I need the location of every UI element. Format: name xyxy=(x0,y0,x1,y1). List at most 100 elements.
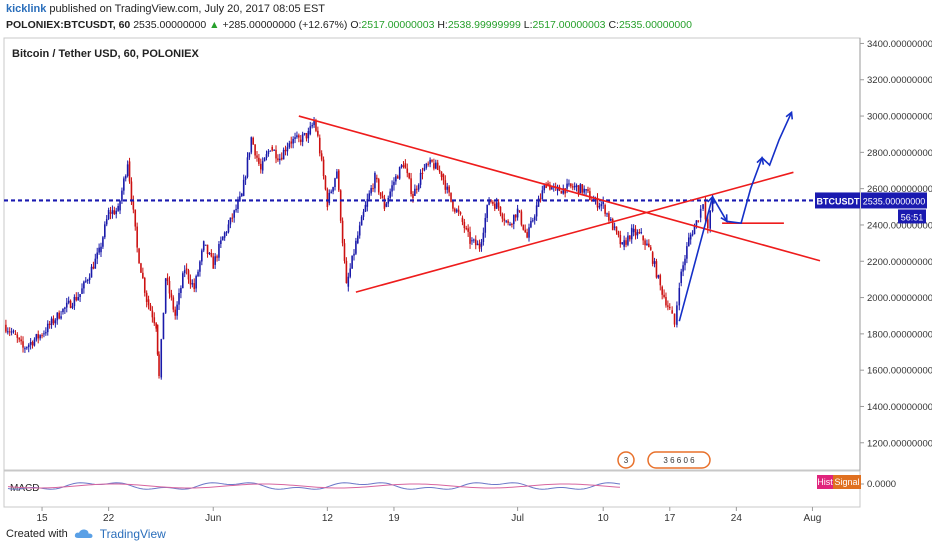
hist-badge xyxy=(817,475,833,489)
high-label: H: xyxy=(437,19,448,31)
candle-body xyxy=(501,214,504,219)
candle-body xyxy=(646,243,648,246)
footer: Created with TradingView xyxy=(6,527,166,541)
candle-body xyxy=(330,191,332,193)
author-link[interactable]: kicklink xyxy=(6,3,47,15)
candle-body xyxy=(341,220,344,244)
candle-body xyxy=(182,273,184,289)
candle-body xyxy=(71,306,74,308)
candle-body xyxy=(663,294,665,298)
candle-body xyxy=(267,151,270,155)
created-with-label: Created with xyxy=(6,528,68,540)
candle-body xyxy=(602,201,604,205)
y-tick-label: 1400.00000000 xyxy=(867,402,932,413)
tradingview-brand-link[interactable]: TradingView xyxy=(99,527,166,541)
tradingview-cloud-icon xyxy=(74,529,93,538)
candle-body xyxy=(20,339,22,342)
candle-body xyxy=(571,186,574,188)
candle-body xyxy=(39,335,41,339)
candle-body xyxy=(398,167,401,179)
candle-body xyxy=(75,296,78,301)
event-marker-group xyxy=(647,451,711,469)
candle-body xyxy=(145,292,148,302)
candle-body xyxy=(695,220,698,227)
candle-body xyxy=(446,186,449,190)
candle-body xyxy=(562,188,565,194)
candle-body xyxy=(541,190,544,199)
candle-body xyxy=(653,261,656,264)
candle-body xyxy=(376,177,378,180)
candle-body xyxy=(121,190,123,202)
candle-body xyxy=(204,244,207,246)
candle-body xyxy=(104,224,106,238)
candle-body xyxy=(545,185,547,189)
candle-body xyxy=(619,235,622,245)
macd-line xyxy=(7,482,621,490)
candle-body xyxy=(212,256,215,269)
published-text: published on TradingView.com, July 20, 2… xyxy=(49,3,326,15)
close-value: 2535.00000000 xyxy=(618,19,692,31)
candle-body xyxy=(665,297,667,306)
candle-body xyxy=(680,271,682,284)
candle-body xyxy=(158,354,160,376)
candle-body xyxy=(630,227,633,240)
candle-body xyxy=(374,173,376,189)
candle-body xyxy=(100,246,102,253)
candle-body xyxy=(484,217,487,233)
candle-body xyxy=(636,232,639,236)
candle-body xyxy=(185,268,188,271)
y-tick-label: 1200.00000000 xyxy=(867,438,932,449)
candle-body xyxy=(560,191,563,194)
candle-body xyxy=(343,243,346,261)
candle-body xyxy=(360,216,363,226)
candle-body xyxy=(239,196,241,201)
candle-body xyxy=(370,188,372,194)
candle-body xyxy=(233,210,235,218)
price-badge-label: 2535.00000000 xyxy=(863,196,926,206)
y-tick-label: 2400.00000000 xyxy=(867,220,932,231)
candle-body xyxy=(140,263,142,273)
candle-body xyxy=(455,209,458,212)
candle-body xyxy=(246,157,249,177)
candle-body xyxy=(693,226,696,235)
candle-body xyxy=(10,331,13,333)
candle-body xyxy=(435,162,437,169)
candle-body xyxy=(27,344,30,348)
candle-body xyxy=(62,308,64,313)
candle-body xyxy=(404,163,407,169)
candle-body xyxy=(433,163,435,169)
candle-body xyxy=(56,312,59,321)
candle-body xyxy=(142,272,144,279)
candle-body xyxy=(707,219,709,229)
candle-body xyxy=(170,293,173,298)
candle-body xyxy=(480,241,483,247)
candle-body xyxy=(364,204,367,212)
candle-body xyxy=(183,270,186,274)
candle-body xyxy=(147,299,150,306)
candle-body xyxy=(191,283,194,285)
candle-body xyxy=(396,176,399,179)
candle-body xyxy=(309,126,312,135)
candle-body xyxy=(22,341,24,348)
candle-body xyxy=(269,150,272,152)
candle-body xyxy=(393,181,395,186)
candle-body xyxy=(644,240,646,246)
low-label: L: xyxy=(523,19,533,31)
candle-body xyxy=(709,211,711,229)
candle-body xyxy=(225,232,228,234)
candle-body xyxy=(686,246,688,259)
candle-body xyxy=(298,135,300,138)
candle-body xyxy=(126,164,129,176)
candle-body xyxy=(640,232,643,234)
candle-body xyxy=(463,221,466,229)
candle-body xyxy=(507,220,509,223)
candle-body xyxy=(611,219,614,231)
low-value: 2517.00000003 xyxy=(532,19,606,31)
candle-body xyxy=(613,226,616,228)
candle-body xyxy=(94,258,97,269)
candle-body xyxy=(223,232,226,238)
candle-body xyxy=(535,205,538,217)
candle-body xyxy=(178,292,180,305)
candle-body xyxy=(332,187,334,192)
